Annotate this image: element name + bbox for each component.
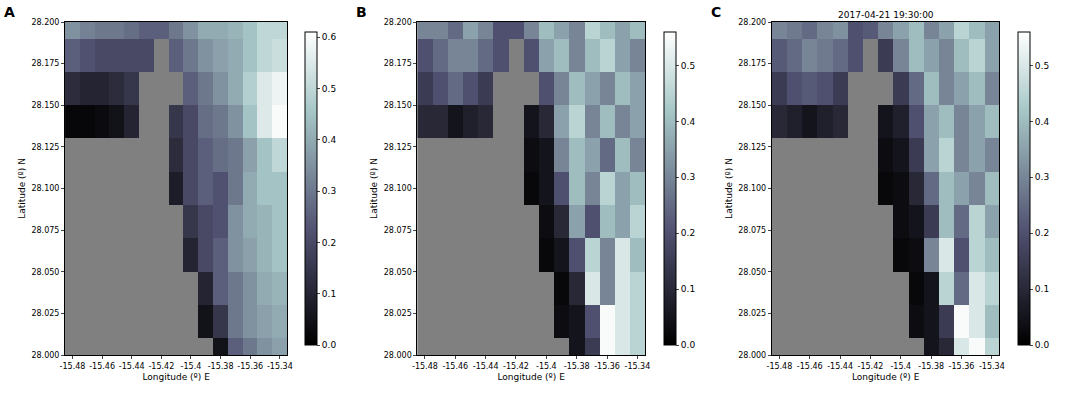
svg-text:28.125: 28.125 [384,143,412,152]
svg-text:-15.44: -15.44 [827,362,853,371]
svg-text:28.100: 28.100 [738,184,766,193]
svg-text:28.150: 28.150 [384,101,412,110]
svg-text:0.3: 0.3 [1035,172,1049,182]
svg-text:28.050: 28.050 [384,268,412,277]
svg-text:-15.48: -15.48 [412,362,438,371]
svg-text:28.100: 28.100 [384,184,412,193]
svg-text:28.075: 28.075 [31,226,59,235]
svg-text:28.200: 28.200 [31,18,59,27]
svg-text:Latitude (º) N: Latitude (º) N [17,158,27,219]
svg-text:0.5: 0.5 [1035,61,1049,71]
svg-text:C: C [711,4,721,20]
svg-text:0.1: 0.1 [681,284,695,294]
svg-text:-15.44: -15.44 [473,362,499,371]
svg-text:-15.42: -15.42 [858,362,884,371]
svg-text:-15.48: -15.48 [60,362,86,371]
svg-text:A: A [4,4,15,20]
svg-text:Latitude (º) N: Latitude (º) N [369,158,379,219]
svg-text:28.075: 28.075 [738,226,766,235]
svg-text:0.0: 0.0 [1035,340,1050,350]
svg-text:28.150: 28.150 [738,101,766,110]
svg-text:0.2: 0.2 [1035,228,1049,238]
svg-text:Longitude (º) E: Longitude (º) E [497,372,565,382]
svg-text:-15.34: -15.34 [624,362,650,371]
svg-text:-15.36: -15.36 [949,362,975,371]
svg-text:-15.44: -15.44 [119,362,145,371]
svg-text:0.0: 0.0 [322,340,337,350]
svg-text:28.125: 28.125 [31,143,59,152]
svg-text:28.000: 28.000 [31,351,59,360]
svg-text:28.150: 28.150 [31,101,59,110]
svg-text:0.5: 0.5 [322,84,336,94]
svg-text:28.175: 28.175 [384,59,412,68]
svg-text:28.050: 28.050 [31,268,59,277]
svg-text:28.100: 28.100 [31,184,59,193]
svg-text:28.075: 28.075 [384,226,412,235]
svg-text:0.4: 0.4 [322,135,337,145]
svg-text:28.175: 28.175 [738,59,766,68]
svg-text:-15.4: -15.4 [890,362,911,371]
svg-text:-15.46: -15.46 [89,362,115,371]
svg-text:0.2: 0.2 [322,238,336,248]
svg-text:0.4: 0.4 [681,117,696,127]
svg-text:B: B [356,4,367,20]
svg-text:28.000: 28.000 [738,351,766,360]
svg-text:Longitude (º) E: Longitude (º) E [852,372,920,382]
svg-text:-15.34: -15.34 [267,362,293,371]
svg-text:2017-04-21 19:30:00: 2017-04-21 19:30:00 [838,10,934,20]
svg-text:28.200: 28.200 [384,18,412,27]
svg-text:28.125: 28.125 [738,143,766,152]
svg-text:-15.46: -15.46 [797,362,823,371]
svg-text:Longitude (º) E: Longitude (º) E [142,372,210,382]
svg-text:Latitude (º) N: Latitude (º) N [724,158,734,219]
svg-text:0.3: 0.3 [322,186,336,196]
svg-text:0.5: 0.5 [681,61,695,71]
svg-text:28.025: 28.025 [384,309,412,318]
svg-text:-15.38: -15.38 [918,362,944,371]
svg-text:-15.38: -15.38 [208,362,234,371]
svg-text:28.175: 28.175 [31,59,59,68]
svg-text:28.025: 28.025 [738,309,766,318]
svg-text:0.6: 0.6 [322,32,337,42]
svg-text:0.2: 0.2 [681,228,695,238]
svg-text:-15.42: -15.42 [503,362,529,371]
svg-text:0.3: 0.3 [681,172,695,182]
svg-text:-15.46: -15.46 [442,362,468,371]
svg-text:0.4: 0.4 [1035,117,1050,127]
svg-text:-15.34: -15.34 [979,362,1005,371]
svg-text:0.0: 0.0 [681,340,696,350]
svg-text:28.050: 28.050 [738,268,766,277]
svg-text:-15.36: -15.36 [237,362,263,371]
svg-text:-15.4: -15.4 [181,362,202,371]
svg-text:0.1: 0.1 [1035,284,1049,294]
svg-text:-15.48: -15.48 [766,362,792,371]
svg-text:-15.4: -15.4 [536,362,557,371]
svg-text:-15.36: -15.36 [594,362,620,371]
svg-text:0.1: 0.1 [322,289,336,299]
svg-text:28.200: 28.200 [738,18,766,27]
svg-text:-15.42: -15.42 [148,362,174,371]
svg-text:28.000: 28.000 [384,351,412,360]
svg-text:-15.38: -15.38 [564,362,590,371]
svg-text:28.025: 28.025 [31,309,59,318]
